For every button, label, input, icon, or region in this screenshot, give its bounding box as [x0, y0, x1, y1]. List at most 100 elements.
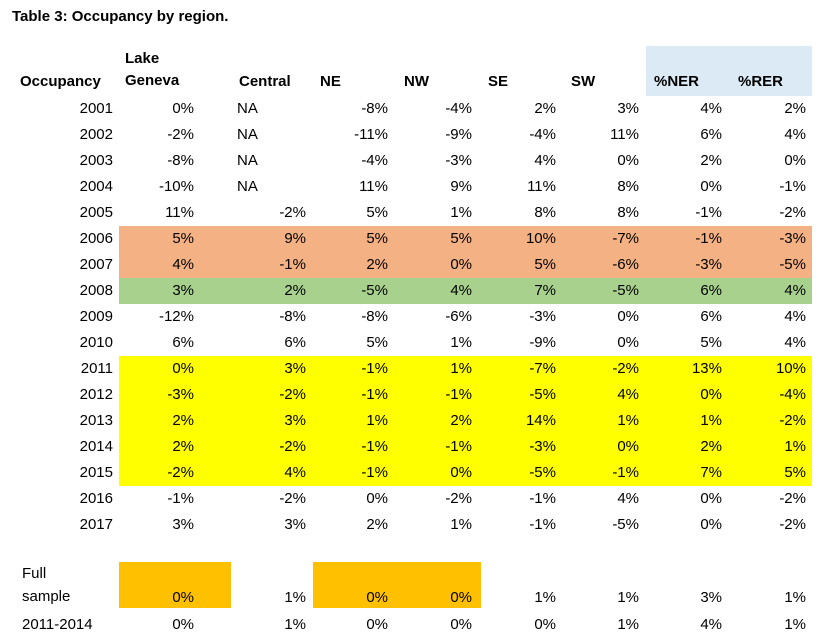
- table-cell: -3%: [779, 230, 806, 247]
- table-cell: -1%: [361, 438, 388, 455]
- table-cell: NA: [237, 178, 258, 195]
- row-year: 2010: [79, 334, 113, 351]
- full-sample-cell: 0%: [450, 589, 472, 606]
- table-cell: -2%: [612, 360, 639, 377]
- table-cell: -6%: [612, 256, 639, 273]
- table-cell: -3%: [529, 438, 556, 455]
- table-cell: 6%: [700, 308, 722, 325]
- full-sample-highlight: [313, 562, 481, 608]
- table-cell: 1%: [617, 412, 639, 429]
- table-cell: 0%: [617, 152, 639, 169]
- table-cell: 4%: [784, 282, 806, 299]
- full-sample-label-line1: Full: [22, 565, 47, 582]
- row-highlight: [119, 252, 812, 278]
- table-cell: 9%: [450, 178, 472, 195]
- table-cell: 14%: [525, 412, 556, 429]
- table-cell: 0%: [450, 256, 472, 273]
- table-cell: 4%: [617, 490, 639, 507]
- header-ne: NE: [320, 73, 341, 90]
- table-cell: 0%: [784, 152, 806, 169]
- table-cell: 6%: [700, 282, 722, 299]
- table-cell: 1%: [784, 438, 806, 455]
- row-year: 2013: [79, 412, 113, 429]
- table-cell: -12%: [158, 308, 194, 325]
- table-cell: 0%: [172, 100, 194, 117]
- table-cell: 8%: [617, 204, 639, 221]
- table-cell: 5%: [700, 334, 722, 351]
- table-cell: -1%: [695, 230, 722, 247]
- table-cell: 4%: [450, 282, 472, 299]
- header-lake-geneva-line2: Geneva: [125, 72, 180, 89]
- row-year: 2001: [79, 100, 113, 117]
- table-cell: -9%: [445, 126, 472, 143]
- row-year: 2003: [79, 152, 113, 169]
- row-year: 2012: [79, 386, 113, 403]
- table-cell: -6%: [445, 308, 472, 325]
- header-se: SE: [488, 73, 509, 90]
- full-sample-cell: 0%: [172, 589, 194, 606]
- full-sample-cell: 3%: [700, 589, 722, 606]
- table-cell: -7%: [612, 230, 639, 247]
- table-cell: 0%: [617, 308, 639, 325]
- header-highlight: [646, 46, 812, 96]
- table-cell: 2%: [700, 438, 722, 455]
- table-cell: 4%: [284, 464, 306, 481]
- table-cell: -2%: [779, 516, 806, 533]
- table-cell: 7%: [534, 282, 556, 299]
- table-cell: 2%: [172, 438, 194, 455]
- table-cell: 3%: [172, 282, 194, 299]
- table-title: Table 3: Occupancy by region.: [12, 8, 229, 25]
- table-cell: -1%: [445, 438, 472, 455]
- row-year: 2004: [79, 178, 113, 195]
- table-cell: 11%: [165, 204, 194, 221]
- table-cell: -2%: [279, 204, 306, 221]
- table-cell: -9%: [529, 334, 556, 351]
- table-cell: -7%: [529, 360, 556, 377]
- table-cell: 3%: [284, 516, 306, 533]
- table-cell: 1%: [450, 204, 472, 221]
- row-year: 2017: [79, 516, 113, 533]
- full-sample-cell: 1%: [284, 589, 306, 606]
- table-cell: -2%: [779, 490, 806, 507]
- table-cell: -3%: [529, 308, 556, 325]
- table-cell: -1%: [361, 360, 388, 377]
- table-cell: 2%: [366, 516, 388, 533]
- table-cell: -1%: [361, 464, 388, 481]
- table-cell: 0%: [700, 516, 722, 533]
- row-year: 2008: [79, 282, 113, 299]
- table-cell: 0%: [617, 438, 639, 455]
- full-sample-cell: 1%: [784, 589, 806, 606]
- table-cell: -2%: [779, 412, 806, 429]
- sub-sample-cell: 1%: [617, 616, 639, 633]
- table-cell: 0%: [366, 490, 388, 507]
- table-cell: 2%: [284, 282, 306, 299]
- table-cell: -4%: [361, 152, 388, 169]
- table-cell: 2%: [784, 100, 806, 117]
- table-cell: 11%: [359, 178, 388, 195]
- table-cell: -8%: [167, 152, 194, 169]
- table-cell: 2%: [700, 152, 722, 169]
- full-sample-cell: 1%: [534, 589, 556, 606]
- row-highlight: [119, 408, 812, 434]
- sub-sample-cell: 0%: [534, 616, 556, 633]
- header-ner: %NER: [654, 73, 700, 90]
- table-cell: 5%: [450, 230, 472, 247]
- table-cell: 4%: [617, 386, 639, 403]
- full-sample-cell: 1%: [617, 589, 639, 606]
- row-year: 2005: [79, 204, 113, 221]
- table-cell: 0%: [700, 490, 722, 507]
- row-year: 2011: [80, 360, 113, 377]
- table-cell: -2%: [279, 490, 306, 507]
- table-cell: -1%: [779, 178, 806, 195]
- table-cell: 4%: [172, 256, 194, 273]
- table-cell: 13%: [691, 360, 722, 377]
- table-cell: 6%: [172, 334, 194, 351]
- table-cell: -4%: [529, 126, 556, 143]
- table-cell: 2%: [450, 412, 472, 429]
- table-cell: -1%: [695, 204, 722, 221]
- table-cell: NA: [237, 152, 258, 169]
- table-cell: 2%: [534, 100, 556, 117]
- table-cell: -5%: [529, 386, 556, 403]
- table-cell: -2%: [445, 490, 472, 507]
